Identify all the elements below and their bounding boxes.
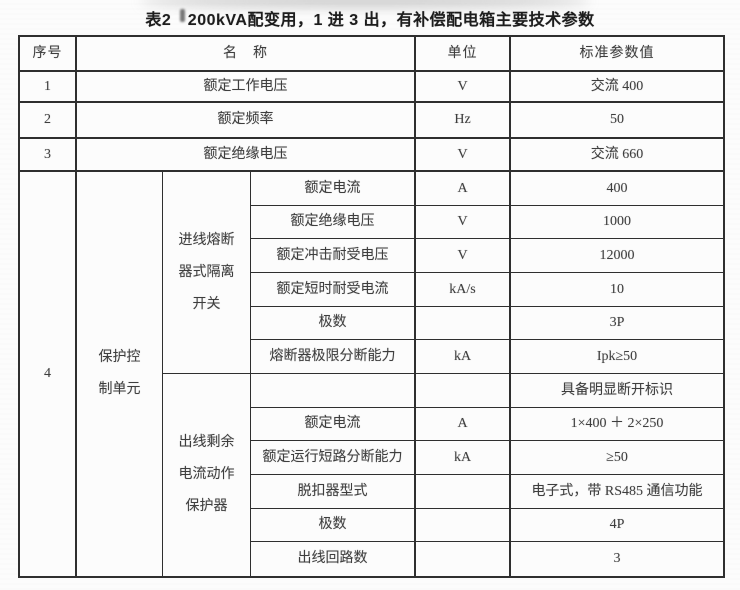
s1-row2-name: 额定绝缘电压: [251, 205, 416, 240]
s2-row6-value: 3: [613, 551, 621, 567]
row2-name: 额定频率: [77, 103, 416, 139]
s1-row3-name: 额定冲击耐受电压: [251, 239, 416, 273]
s1-row6-name: 熔断器极限分断能力: [251, 340, 416, 374]
s1-row5-unit: [416, 306, 511, 341]
section2-label: 出线剩余电流动作保护器: [163, 374, 251, 576]
row2-value: 50: [511, 103, 723, 139]
row3-unit: V: [416, 139, 511, 172]
s1-row4-unit: kA/s: [416, 273, 511, 307]
header-unit: 单位: [416, 37, 511, 72]
s1-row2-unit: V: [416, 205, 511, 240]
s1-row2-value: 1000: [511, 206, 723, 240]
s2-row3-name: 额定运行短路分断能力: [251, 441, 416, 475]
s1-row5-value: 3P: [511, 307, 723, 341]
s2-row1-name: [251, 374, 416, 408]
row4-group-label: 保护控制单元: [77, 172, 163, 576]
s2-row4-name: 脱扣器型式: [251, 475, 416, 509]
header-seq: 序号: [20, 37, 77, 72]
s2-row5-name: 极数: [251, 508, 416, 543]
s1-row1-unit: A: [416, 172, 511, 206]
row1-seq: 1: [20, 72, 77, 103]
row1-value: 交流 400: [511, 72, 723, 103]
row3-name: 额定绝缘电压: [77, 139, 416, 172]
row1-name: 额定工作电压: [77, 72, 416, 103]
s2-row4-value: 电子式，带 RS485 通信功能: [511, 475, 723, 509]
s1-row1-value: 400: [511, 172, 723, 206]
s1-row6-unit: kA: [416, 340, 511, 374]
s2-row2-unit: A: [416, 407, 511, 442]
s2-row6-name: 出线回路数: [251, 542, 416, 576]
table-title: 表2 200kVA配变用，1 进 3 出，有补偿配电箱主要技术参数: [145, 12, 595, 29]
row3-value: 交流 660: [511, 139, 723, 172]
header-name: 名 称: [77, 37, 416, 72]
s1-row4-name: 额定短时耐受电流: [251, 273, 416, 307]
scan-haze-artifact: [140, 0, 590, 6]
s2-row1-value: 具备明显断开标识: [511, 374, 723, 408]
s2-row5-unit: [416, 508, 511, 543]
row4-seq: 4: [20, 172, 77, 576]
s1-row1-name: 额定电流: [251, 172, 416, 206]
s2-row1-unit: [416, 374, 511, 408]
s2-row3-unit: kA: [416, 441, 511, 475]
s1-row6-value: Ipk≥50: [511, 340, 723, 374]
row3-seq: 3: [20, 139, 77, 172]
section1-label: 进线熔断器式隔离开关: [163, 172, 251, 374]
s2-row2-name: 额定电流: [251, 407, 416, 442]
s2-row3-value: ≥50: [511, 441, 723, 475]
s1-row5-name: 极数: [251, 306, 416, 341]
s2-row6-unit: [416, 542, 511, 576]
header-value: 标准参数值: [511, 37, 723, 72]
s1-row4-value: 10: [511, 273, 723, 307]
parameters-table: 序号 名 称 单位 标准参数值 1 额定工作电压 V 交流 400 2 额定频率…: [18, 35, 725, 578]
s2-row2-value: 1×400 ＋ 2×250: [511, 408, 723, 442]
s2-row5-value: 4P: [511, 509, 723, 543]
row2-seq: 2: [20, 103, 77, 139]
s1-row3-value: 12000: [511, 239, 723, 273]
row2-unit: Hz: [416, 103, 511, 139]
scan-speck-artifact: [180, 9, 185, 22]
s2-row4-unit: [416, 475, 511, 509]
s1-row3-unit: V: [416, 239, 511, 273]
row1-unit: V: [416, 72, 511, 103]
